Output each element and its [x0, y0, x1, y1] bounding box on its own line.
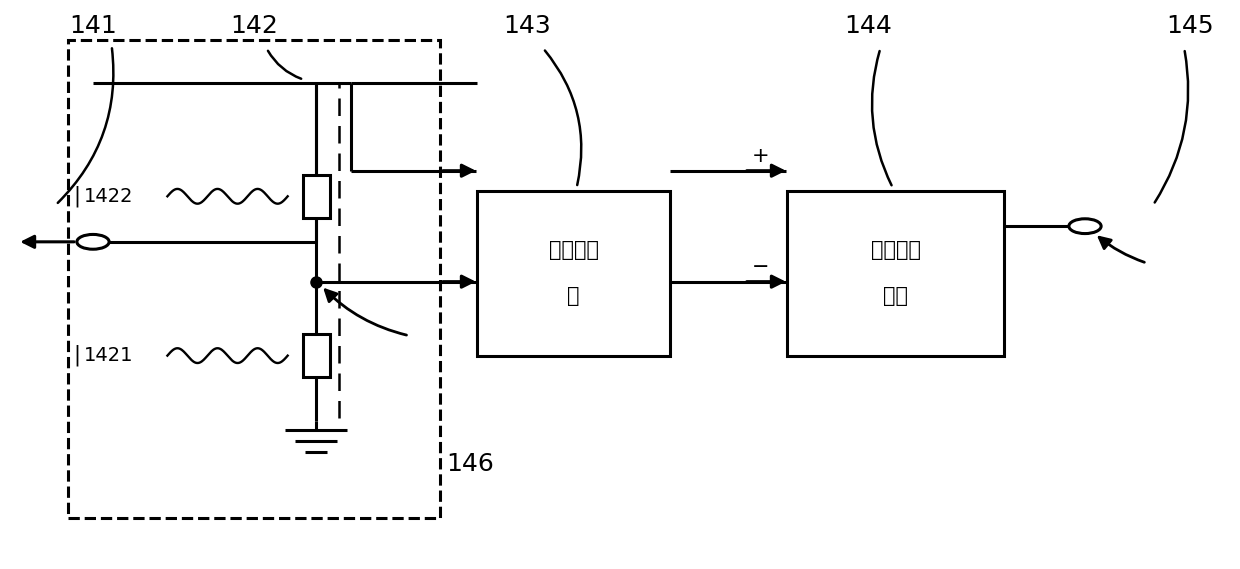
Text: 差分运算: 差分运算	[870, 240, 921, 261]
Bar	[68, 40, 440, 518]
Text: |: |	[73, 185, 81, 207]
Bar	[303, 175, 330, 218]
Text: 电路: 电路	[883, 286, 909, 306]
Bar	[787, 191, 1004, 356]
Text: 145: 145	[1167, 14, 1214, 38]
Bar	[303, 334, 330, 377]
Text: 142: 142	[231, 14, 278, 38]
Text: −: −	[751, 257, 769, 278]
Text: 信号选择: 信号选择	[548, 240, 599, 261]
Text: 1422: 1422	[84, 187, 134, 206]
Text: 器: 器	[567, 286, 580, 306]
Text: 1421: 1421	[84, 346, 134, 365]
Text: 141: 141	[69, 14, 117, 38]
Text: |: |	[73, 345, 81, 366]
Text: 144: 144	[844, 14, 892, 38]
Bar	[477, 191, 670, 356]
Text: 143: 143	[503, 14, 551, 38]
Text: 146: 146	[446, 452, 495, 476]
Text: +: +	[751, 146, 769, 167]
